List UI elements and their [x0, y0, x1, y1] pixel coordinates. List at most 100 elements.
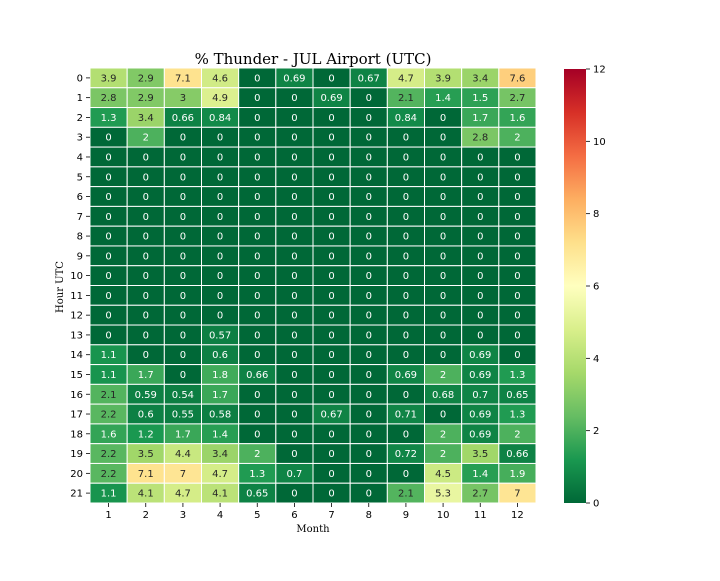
- cell-value-label: 0: [328, 469, 334, 480]
- cell-value-label: 0: [291, 291, 297, 302]
- cell-value-label: 0: [254, 429, 260, 440]
- cell-value-label: 0: [440, 152, 446, 163]
- cell-value-label: 0: [366, 370, 372, 381]
- cell-value-label: 0: [403, 232, 409, 243]
- cell-value-label: 0: [254, 251, 260, 262]
- cell-value-label: 0.58: [209, 410, 231, 421]
- cell-value-label: 0: [254, 172, 260, 183]
- cell-value-label: 4.4: [175, 449, 191, 460]
- cell-value-label: 1.1: [101, 489, 117, 500]
- cell-value-label: 0: [143, 192, 149, 203]
- cell-value-label: 0: [254, 232, 260, 243]
- cell-value-label: 1.3: [509, 370, 525, 381]
- cell-value-label: 0: [328, 73, 334, 84]
- colorbar-tick-label: 0: [593, 499, 599, 510]
- cell-value-label: 0: [143, 350, 149, 361]
- cell-value-label: 0: [180, 271, 186, 282]
- x-axis-label: Month: [296, 524, 330, 535]
- y-tick-label: 5: [77, 172, 83, 183]
- cell-value-label: 0: [105, 291, 111, 302]
- cell-value-label: 0: [514, 291, 520, 302]
- cell-value-label: 0: [403, 469, 409, 480]
- cell-value-label: 0: [180, 172, 186, 183]
- cell-value-label: 0: [366, 172, 372, 183]
- cell-value-label: 0.57: [209, 330, 231, 341]
- cell-value-label: 0.69: [469, 429, 491, 440]
- cell-value-label: 0: [105, 232, 111, 243]
- cell-value-label: 0.55: [172, 410, 194, 421]
- colorbar-tick-label: 4: [593, 354, 599, 365]
- cell-value-label: 0: [440, 311, 446, 322]
- cell-value-label: 0: [254, 291, 260, 302]
- cell-value-label: 0.65: [246, 489, 268, 500]
- cell-value-label: 0: [291, 251, 297, 262]
- cell-value-label: 0: [477, 152, 483, 163]
- cell-value-label: 0: [143, 311, 149, 322]
- cell-value-label: 0: [366, 232, 372, 243]
- cell-value-label: 0: [254, 192, 260, 203]
- cell-value-label: 4.7: [175, 489, 191, 500]
- x-tick-label: 11: [474, 510, 487, 521]
- colorbar-gradient: [564, 69, 586, 503]
- cell-value-label: 0: [514, 212, 520, 223]
- cell-value-label: 4.7: [212, 469, 228, 480]
- cell-value-label: 7.1: [175, 73, 191, 84]
- cell-value-label: 0: [291, 113, 297, 124]
- cell-value-label: 0: [180, 330, 186, 341]
- cell-value-label: 0: [291, 489, 297, 500]
- cell-value-label: 1.1: [101, 350, 117, 361]
- cell-value-label: 0: [366, 311, 372, 322]
- colorbar-tick-label: 2: [593, 426, 599, 437]
- cell-value-label: 0: [217, 152, 223, 163]
- cell-value-label: 2.9: [138, 93, 154, 104]
- colorbar: 0 2 4 6 8 10 12: [564, 65, 606, 510]
- cell-value-label: 0.7: [286, 469, 302, 480]
- y-tick-label: 17: [70, 410, 83, 421]
- cell-value-label: 1.9: [509, 469, 525, 480]
- cell-value-label: 4.7: [398, 73, 414, 84]
- cell-value-label: 0: [291, 172, 297, 183]
- cell-value-label: 1.3: [509, 410, 525, 421]
- cell-value-label: 0: [328, 232, 334, 243]
- cell-value-label: 2: [254, 449, 260, 460]
- cell-value-label: 0.66: [172, 113, 194, 124]
- x-tick-label: 9: [403, 510, 409, 521]
- cell-value-label: 0: [291, 449, 297, 460]
- y-tick-label: 14: [70, 350, 83, 361]
- cell-value-label: 0: [254, 271, 260, 282]
- cell-value-label: 0: [328, 291, 334, 302]
- cell-value-label: 1.7: [212, 390, 228, 401]
- cell-value-label: 0: [328, 113, 334, 124]
- cell-value-label: 7: [180, 469, 186, 480]
- cell-value-label: 0: [143, 152, 149, 163]
- cell-value-label: 0: [180, 251, 186, 262]
- cell-value-label: 0: [291, 271, 297, 282]
- cell-value-label: 1.4: [435, 93, 451, 104]
- cell-value-label: 0: [291, 410, 297, 421]
- cell-value-label: 0: [477, 330, 483, 341]
- cell-value-label: 1.8: [212, 370, 228, 381]
- cell-value-label: 0: [403, 271, 409, 282]
- cell-value-label: 0: [514, 152, 520, 163]
- cell-value-label: 0: [180, 192, 186, 203]
- x-tick-label: 6: [291, 510, 297, 521]
- cell-value-label: 2: [440, 449, 446, 460]
- cell-value-label: 0.69: [283, 73, 305, 84]
- cell-value-label: 0.59: [135, 390, 157, 401]
- cell-value-label: 3.4: [472, 73, 488, 84]
- cell-value-label: 0.7: [472, 390, 488, 401]
- cell-value-label: 0: [254, 311, 260, 322]
- cell-value-label: 0: [403, 390, 409, 401]
- cell-value-label: 0: [440, 172, 446, 183]
- cell-value-label: 2.8: [472, 133, 488, 144]
- cell-value-label: 0: [403, 251, 409, 262]
- cell-value-label: 0: [254, 73, 260, 84]
- cell-value-label: 0: [440, 212, 446, 223]
- cell-value-label: 2.2: [101, 469, 117, 480]
- cell-value-label: 0: [328, 271, 334, 282]
- cell-value-label: 0: [514, 330, 520, 341]
- cell-value-label: 0.66: [506, 449, 528, 460]
- cell-value-label: 1.4: [472, 469, 488, 480]
